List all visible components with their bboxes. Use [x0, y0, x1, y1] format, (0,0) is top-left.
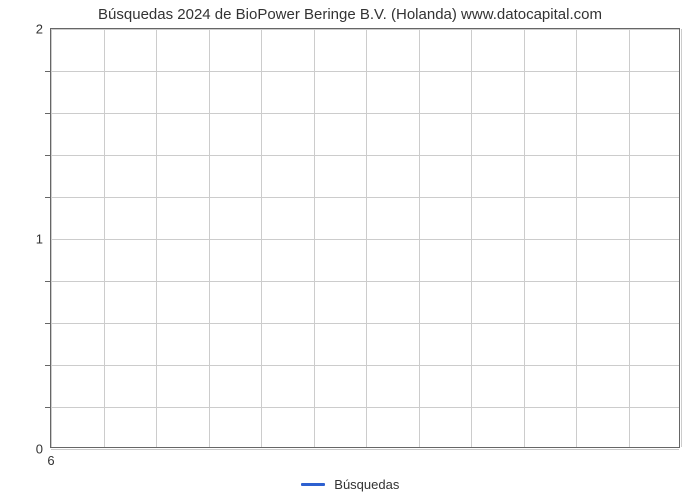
y-tick-label: 1: [36, 232, 51, 247]
gridline-h: [51, 323, 679, 324]
y-tick-minor: [45, 155, 51, 156]
y-tick-minor: [45, 71, 51, 72]
plot-area: 0126: [50, 28, 680, 448]
gridline-v: [681, 29, 682, 447]
y-tick-label: 2: [36, 22, 51, 37]
y-tick-minor: [45, 197, 51, 198]
legend: Búsquedas: [0, 476, 700, 492]
gridline-v: [629, 29, 630, 447]
y-tick-minor: [45, 407, 51, 408]
gridline-v: [261, 29, 262, 447]
x-tick-label: 6: [47, 447, 54, 468]
gridline-v: [524, 29, 525, 447]
y-tick-minor: [45, 281, 51, 282]
gridline-v: [471, 29, 472, 447]
gridline-h: [51, 407, 679, 408]
gridline-v: [366, 29, 367, 447]
legend-label-busquedas: Búsquedas: [334, 477, 399, 492]
y-tick-minor: [45, 365, 51, 366]
gridline-h: [51, 113, 679, 114]
gridline-v: [314, 29, 315, 447]
gridline-h: [51, 29, 679, 30]
y-tick-minor: [45, 113, 51, 114]
gridline-v: [419, 29, 420, 447]
gridline-h: [51, 449, 679, 450]
gridline-v: [104, 29, 105, 447]
gridline-v: [51, 29, 52, 447]
gridline-h: [51, 155, 679, 156]
gridline-h: [51, 71, 679, 72]
gridline-h: [51, 197, 679, 198]
chart-title: Búsquedas 2024 de BioPower Beringe B.V. …: [0, 6, 700, 23]
gridline-h: [51, 365, 679, 366]
gridline-v: [209, 29, 210, 447]
gridline-v: [576, 29, 577, 447]
y-tick-minor: [45, 323, 51, 324]
gridline-h: [51, 239, 679, 240]
legend-swatch-busquedas: [301, 483, 325, 486]
gridline-h: [51, 281, 679, 282]
gridline-v: [156, 29, 157, 447]
chart: Búsquedas 2024 de BioPower Beringe B.V. …: [0, 0, 700, 500]
